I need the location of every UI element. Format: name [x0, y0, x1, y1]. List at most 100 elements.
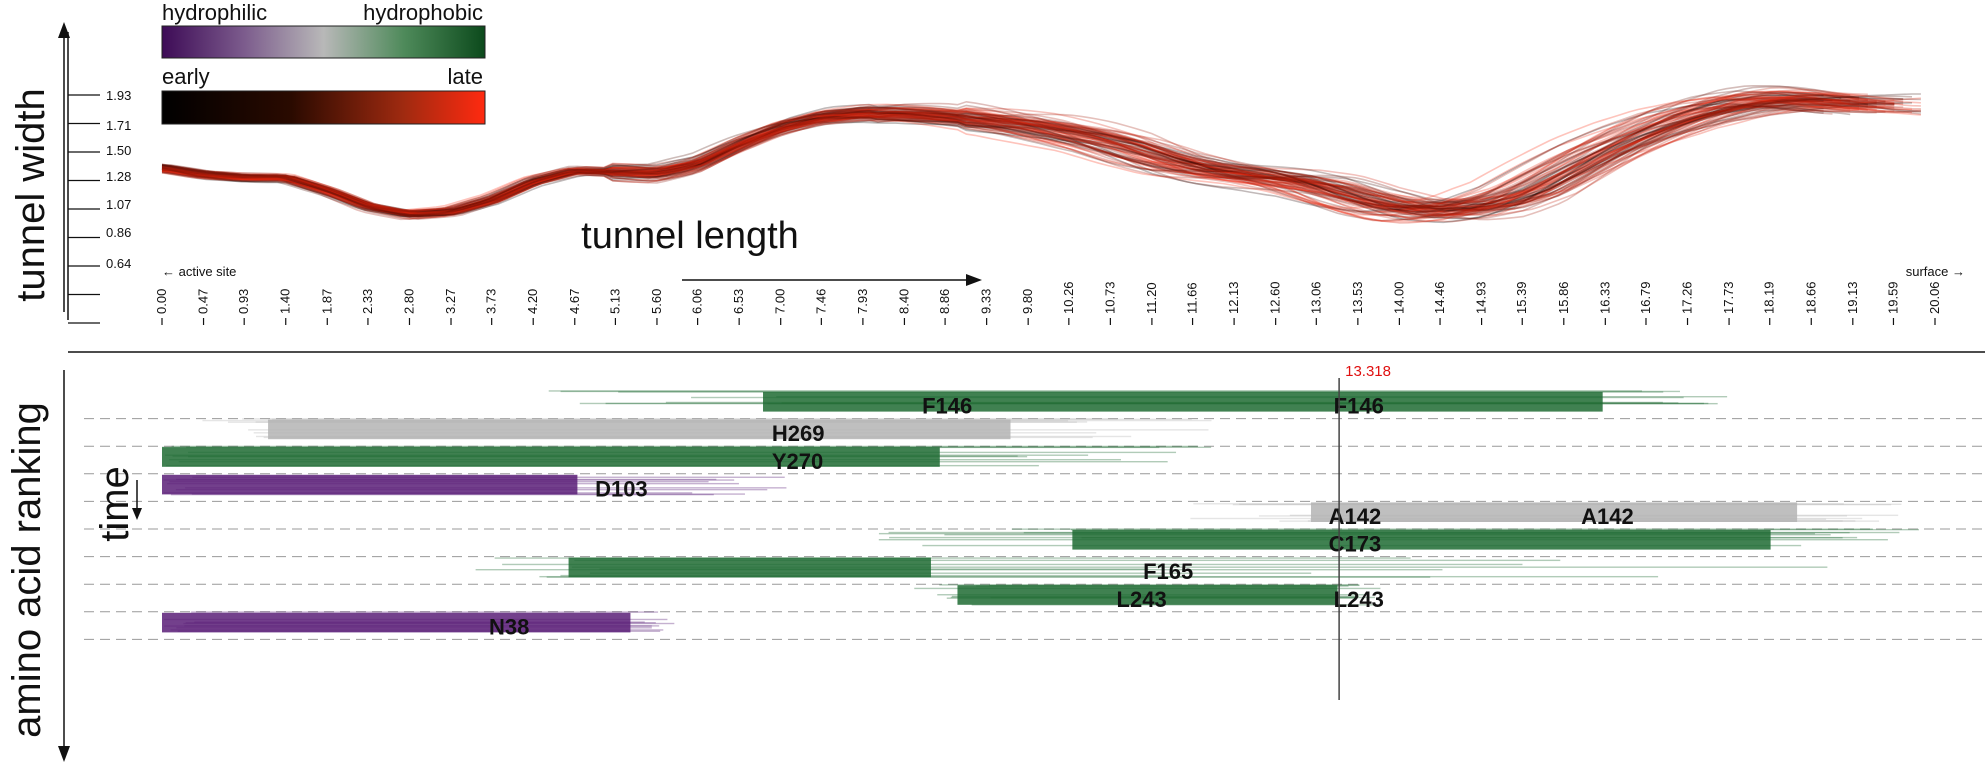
tunnel-profile-line: [161, 104, 1921, 213]
x-tick-label: 6.06: [690, 289, 705, 314]
tunnel-profile-line: [161, 104, 1886, 213]
tunnel-profile-line: [161, 98, 1877, 218]
tunnel-profile-line: [161, 100, 1904, 216]
residue-strand: [574, 559, 1561, 562]
tunnel-profile-line: [161, 93, 1904, 219]
x-tick-label: 14.00: [1391, 281, 1406, 314]
tunnel-profile-line: [161, 93, 1868, 217]
x-tick-label: 3.27: [443, 289, 458, 314]
residue-bar-d103[interactable]: [162, 474, 578, 495]
x-tick-label: 8.86: [937, 289, 952, 314]
tunnel-profile-line: [161, 101, 1895, 215]
x-tick-label: 19.13: [1845, 281, 1860, 314]
tunnel-profile-line: [161, 94, 1824, 220]
x-tick-label: 18.19: [1762, 281, 1777, 314]
x-tick-label: 7.46: [813, 289, 828, 314]
tunnel-profile-line: [161, 109, 1824, 214]
residue-strand: [589, 572, 1312, 574]
residue-bar-a142[interactable]: [1311, 502, 1798, 522]
residue-strand: [1070, 528, 1919, 531]
tunnel-profile-line: [161, 96, 1895, 221]
residue-strand: [618, 391, 1664, 393]
tunnel-profile-line: [161, 86, 1860, 213]
x-tick-label: 18.66: [1803, 281, 1818, 314]
tunnel-profile-line: [161, 90, 1904, 218]
tunnel-profile-line: [161, 102, 1868, 217]
x-tick-label: 8.40: [896, 289, 911, 314]
time-arrow: [132, 480, 142, 520]
tunnel-profile-line: [161, 102, 1913, 214]
residue-label: D103: [595, 476, 648, 501]
tunnel-profile-line: [161, 109, 1877, 214]
x-tick-label: 6.53: [731, 289, 746, 314]
tunnel-profile-line: [161, 102, 1824, 213]
residue-strand: [539, 575, 1659, 578]
residue-strand: [170, 493, 714, 496]
active-site-label: ← active site: [162, 264, 236, 279]
x-tick-label: 20.06: [1927, 281, 1942, 314]
x-tick-label: 11.20: [1144, 282, 1159, 314]
x-tick-label: 0.00: [154, 289, 169, 314]
tunnel-profile-line: [161, 106, 1868, 215]
x-tick-label: 0.47: [196, 289, 211, 314]
tunnel-profile-line: [161, 95, 1913, 217]
residue-strand: [1011, 528, 1873, 530]
residue-bar-h269[interactable]: [268, 419, 1011, 440]
x-tick-label: 10.73: [1102, 281, 1117, 314]
tunnel-profile-line: [161, 92, 1913, 215]
residue-strand: [971, 604, 1375, 606]
tunnel-profile-line: [161, 104, 1895, 212]
tunnel-width-label: tunnel width: [9, 88, 53, 301]
tunnel-profile-line: [161, 96, 1921, 216]
tunnel-profile-line: [161, 93, 1895, 215]
tunnel-profile-line: [161, 99, 1921, 216]
residue-bar-f165[interactable]: [568, 557, 931, 578]
x-tick-label: 17.73: [1721, 281, 1736, 314]
tunnel-profile-line: [161, 100, 1851, 216]
residue-label: C173: [1329, 532, 1382, 557]
tunnel-profile-line: [161, 98, 1868, 219]
tunnel-profile-line: [161, 90, 1851, 222]
tunnel-width-arrow: [58, 22, 70, 312]
tunnel-profile-line: [161, 92, 1904, 218]
tunnel-profile-lines: [161, 85, 1921, 224]
tunnel-profile-line: [161, 102, 1913, 214]
tunnel-profile-line: [161, 91, 1904, 218]
amino-acid-ranking-panel: F146 F146 H269 Y270 D103 A142 A142 C173 F165 L243…: [5, 363, 1985, 762]
tunnel-profile-line: [161, 105, 1859, 215]
tunnel-profile-line: [161, 90, 1860, 223]
residue-strand: [171, 445, 1198, 448]
position-marker-value: 13.318: [1345, 363, 1391, 380]
x-tick-label: 14.93: [1474, 281, 1489, 314]
x-tick-label: 16.79: [1638, 281, 1653, 314]
tunnel-profile-line: [161, 100, 1895, 215]
x-tick-label: 12.60: [1268, 281, 1283, 314]
tunnel-profile-line: [161, 100, 1877, 213]
tunnel-profile-line: [161, 104, 1860, 217]
tunnel-profile-line: [161, 93, 1921, 218]
tunnel-profile-line: [161, 102, 1895, 218]
residue-label-secondary: L243: [1334, 587, 1384, 612]
y-ticks: 1.93 1.71 1.50 1.28 1.07 0.86 0.64: [68, 88, 131, 324]
residue-strand: [502, 563, 1523, 566]
residue-bar-y270[interactable]: [162, 447, 940, 467]
residue-strand: [272, 418, 1192, 421]
y-tick-label: 1.93: [106, 88, 131, 103]
tunnel-profile-line: [161, 91, 1921, 218]
residue-bar-c173[interactable]: [1072, 530, 1771, 550]
residue-bar-f146[interactable]: [763, 392, 1603, 412]
residue-bar-l243[interactable]: [957, 585, 1338, 605]
tunnel-length-label: tunnel length: [581, 215, 799, 257]
x-ticks: 0.00 0.47 0.93 1.40 1.87 2.33 2.80 3.27 3.73 4.20…: [154, 281, 1942, 325]
residue-strand: [191, 611, 659, 613]
residue-label-secondary: A142: [1581, 504, 1634, 529]
tunnel-profile-line: [161, 89, 1851, 221]
y-tick-label: 0.86: [106, 225, 131, 240]
x-tick-label: 1.40: [278, 289, 293, 314]
tunnel-profile-line: [161, 92, 1895, 217]
tunnel-profile-line: [161, 94, 1851, 224]
time-colorbar: [161, 90, 486, 125]
residue-bar-n38[interactable]: [162, 612, 631, 633]
